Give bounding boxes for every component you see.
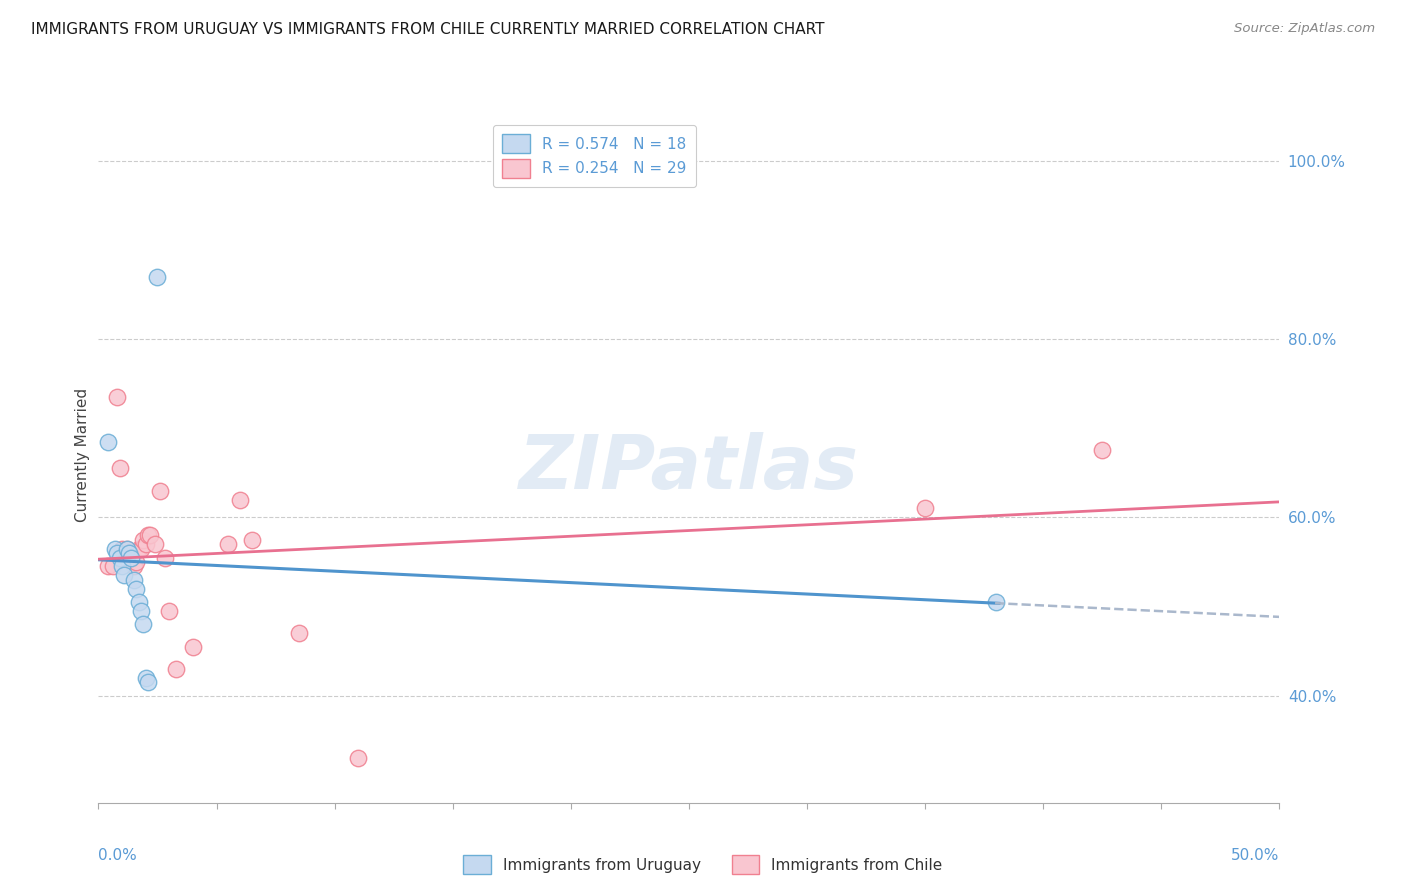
Point bbox=[136, 528, 159, 542]
Text: IMMIGRANTS FROM URUGUAY VS IMMIGRANTS FROM CHILE CURRENTLY MARRIED CORRELATION C: IMMIGRANTS FROM URUGUAY VS IMMIGRANTS FR… bbox=[31, 22, 824, 37]
Text: 50.0%: 50.0% bbox=[1232, 848, 1279, 863]
Point bbox=[118, 546, 141, 560]
Point bbox=[128, 541, 150, 556]
Point bbox=[115, 541, 138, 556]
Point bbox=[97, 434, 120, 449]
Point bbox=[143, 537, 166, 551]
Legend: R = 0.574   N = 18, R = 0.254   N = 29: R = 0.574 N = 18, R = 0.254 N = 29 bbox=[494, 125, 696, 186]
Point bbox=[132, 533, 155, 547]
Point bbox=[128, 595, 150, 609]
Point bbox=[118, 546, 141, 560]
Point bbox=[129, 541, 152, 556]
Point bbox=[115, 541, 138, 556]
Text: ZIPatlas: ZIPatlas bbox=[519, 433, 859, 506]
Point bbox=[129, 604, 152, 618]
Point bbox=[125, 555, 148, 569]
Text: Source: ZipAtlas.com: Source: ZipAtlas.com bbox=[1234, 22, 1375, 36]
Point bbox=[125, 582, 148, 596]
Point bbox=[139, 528, 162, 542]
Point bbox=[914, 501, 936, 516]
Text: 0.0%: 0.0% bbox=[98, 848, 138, 863]
Point bbox=[104, 541, 127, 556]
Point bbox=[153, 550, 176, 565]
Point bbox=[135, 537, 157, 551]
Point bbox=[108, 461, 131, 475]
Point bbox=[108, 550, 131, 565]
Point bbox=[101, 559, 124, 574]
Point bbox=[112, 568, 135, 582]
Point bbox=[217, 537, 239, 551]
Point bbox=[122, 559, 145, 574]
Point bbox=[97, 559, 120, 574]
Point bbox=[1091, 443, 1114, 458]
Point bbox=[121, 550, 143, 565]
Point bbox=[288, 626, 311, 640]
Point bbox=[157, 604, 180, 618]
Point bbox=[165, 662, 187, 676]
Point bbox=[121, 550, 143, 565]
Point bbox=[136, 675, 159, 690]
Y-axis label: Currently Married: Currently Married bbox=[75, 388, 90, 522]
Point bbox=[111, 559, 134, 574]
Point bbox=[984, 595, 1007, 609]
Point bbox=[181, 640, 204, 654]
Point bbox=[132, 617, 155, 632]
Point bbox=[229, 492, 252, 507]
Legend: Immigrants from Uruguay, Immigrants from Chile: Immigrants from Uruguay, Immigrants from… bbox=[457, 849, 949, 880]
Point bbox=[347, 751, 370, 765]
Point bbox=[149, 483, 172, 498]
Point bbox=[122, 573, 145, 587]
Point bbox=[135, 671, 157, 685]
Point bbox=[105, 390, 128, 404]
Point bbox=[146, 269, 169, 284]
Point bbox=[111, 541, 134, 556]
Point bbox=[105, 546, 128, 560]
Point bbox=[240, 533, 263, 547]
